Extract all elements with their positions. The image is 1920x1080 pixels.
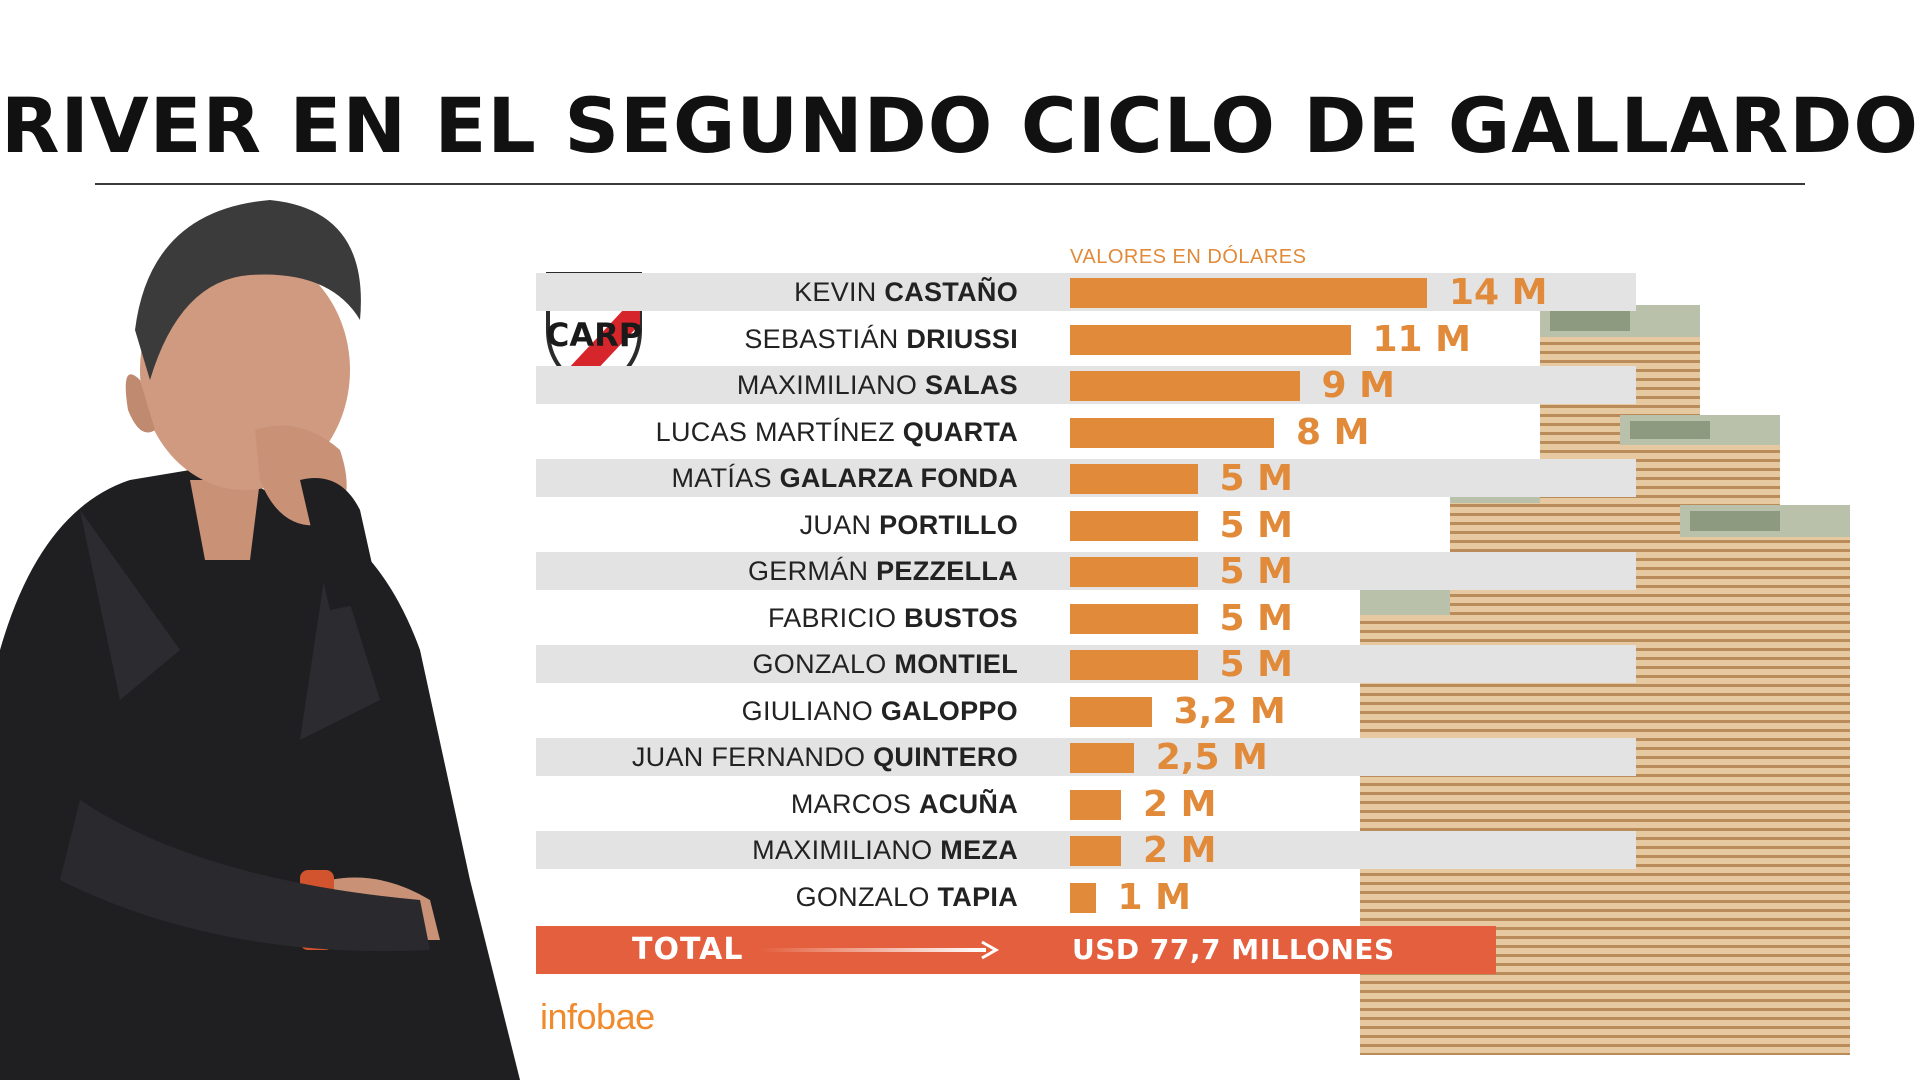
player-name: LUCAS MARTÍNEZ QUARTA: [536, 413, 1036, 451]
chart-row: LUCAS MARTÍNEZ QUARTA 8 M: [536, 411, 1636, 453]
total-bar: TOTAL USD 77,7 MILLONES: [536, 926, 1496, 974]
player-first-name: SEBASTIÁN: [744, 323, 907, 354]
value-bar: [1070, 464, 1198, 494]
chart-row: GONZALO MONTIEL 5 M: [536, 644, 1636, 685]
player-last-name: CASTAÑO: [884, 277, 1018, 307]
player-first-name: JUAN: [799, 509, 880, 540]
coach-portrait: [0, 200, 520, 1080]
title-divider: [95, 183, 1805, 185]
player-last-name: PORTILLO: [879, 509, 1018, 540]
value-bar: [1070, 510, 1198, 541]
player-last-name: BUSTOS: [904, 602, 1018, 633]
chart-row: JUAN FERNANDO QUINTERO 2,5 M: [536, 737, 1636, 778]
svg-text:CARP: CARP: [546, 316, 642, 354]
total-value: USD 77,7 MILLONES: [1072, 933, 1395, 966]
chart-row: FABRICIO BUSTOS 5 M: [536, 597, 1636, 639]
chart-title: RIVER EN EL SEGUNDO CICLO DE GALLARDO: [1, 81, 1919, 170]
player-last-name: ACUÑA: [919, 788, 1018, 819]
player-name: MAXIMILIANO SALAS: [536, 366, 1036, 404]
value-bar: [1070, 557, 1198, 587]
value-label: 5 M: [1219, 597, 1293, 639]
value-label: 2 M: [1143, 783, 1217, 825]
chart-row: GIULIANO GALOPPO 3,2 M: [536, 690, 1636, 732]
player-last-name: MONTIEL: [894, 649, 1018, 679]
player-name: SEBASTIÁN DRIUSSI: [536, 320, 1036, 358]
player-name: GONZALO MONTIEL: [536, 645, 1036, 683]
player-last-name: GALOPPO: [880, 695, 1018, 726]
value-label: 2 M: [1143, 830, 1217, 871]
player-name: GERMÁN PEZZELLA: [536, 552, 1036, 590]
player-name: FABRICIO BUSTOS: [536, 599, 1036, 637]
player-first-name: MATÍAS: [671, 463, 780, 493]
player-last-name: MEZA: [940, 835, 1018, 865]
value-bar: [1070, 882, 1096, 913]
total-label: TOTAL: [632, 932, 744, 967]
player-name: JUAN PORTILLO: [536, 506, 1036, 544]
chart-row: GONZALO TAPIA 1 M: [536, 876, 1636, 918]
player-first-name: FABRICIO: [767, 602, 905, 633]
chart-subtitle: VALORES EN DÓLARES: [1070, 246, 1307, 268]
value-bar: [1070, 743, 1134, 773]
value-bar: [1070, 324, 1351, 355]
player-last-name: PEZZELLA: [876, 556, 1018, 586]
chart-row: KEVIN CASTAÑO 14 M: [536, 272, 1636, 313]
player-first-name: MAXIMILIANO: [752, 835, 941, 865]
value-label: 2,5 M: [1155, 737, 1268, 778]
player-name: MAXIMILIANO MEZA: [536, 831, 1036, 869]
player-first-name: GERMÁN: [747, 556, 877, 586]
value-bar: [1070, 603, 1198, 634]
chart-row: MATÍAS GALARZA FONDA 5 M: [536, 458, 1636, 499]
value-label: 3,2 M: [1173, 690, 1286, 732]
player-name: MATÍAS GALARZA FONDA: [536, 459, 1036, 497]
player-name: GONZALO TAPIA: [536, 878, 1036, 916]
player-last-name: QUARTA: [902, 416, 1018, 447]
value-bar: [1070, 650, 1198, 680]
player-name: MARCOS ACUÑA: [536, 785, 1036, 823]
value-bar: [1070, 696, 1152, 727]
value-bar: [1070, 789, 1121, 820]
value-label: 5 M: [1219, 458, 1293, 499]
player-first-name: MAXIMILIANO: [736, 370, 925, 400]
player-first-name: KEVIN: [794, 277, 885, 307]
chart-row: MAXIMILIANO MEZA 2 M: [536, 830, 1636, 871]
value-bar: [1070, 417, 1274, 448]
player-last-name: TAPIA: [937, 881, 1018, 912]
money-stacks-icon: [1360, 305, 1850, 1055]
value-label: 11 M: [1372, 318, 1471, 360]
player-last-name: GALARZA FONDA: [779, 463, 1018, 493]
value-label: 8 M: [1296, 411, 1370, 453]
player-last-name: DRIUSSI: [906, 323, 1018, 354]
player-name: KEVIN CASTAÑO: [536, 273, 1036, 311]
value-label: 5 M: [1219, 551, 1293, 592]
value-label: 5 M: [1219, 644, 1293, 685]
player-name: JUAN FERNANDO QUINTERO: [536, 738, 1036, 776]
chart-row: MAXIMILIANO SALAS 9 M: [536, 365, 1636, 406]
player-last-name: QUINTERO: [873, 742, 1018, 772]
chart-row: MARCOS ACUÑA 2 M: [536, 783, 1636, 825]
value-label: 9 M: [1321, 365, 1395, 406]
chart-row: SEBASTIÁN DRIUSSI 11 M: [536, 318, 1636, 360]
chart-row: GERMÁN PEZZELLA 5 M: [536, 551, 1636, 592]
value-label: 1 M: [1117, 876, 1191, 918]
chart-row: JUAN PORTILLO 5 M: [536, 504, 1636, 546]
player-first-name: GONZALO: [752, 649, 895, 679]
value-bar: [1070, 836, 1121, 866]
value-bar: [1070, 371, 1300, 401]
value-label: 5 M: [1219, 504, 1293, 546]
brand-logo: infobae: [540, 996, 655, 1037]
player-first-name: JUAN FERNANDO: [631, 742, 874, 772]
arrow-right-icon: [760, 940, 1000, 960]
player-last-name: SALAS: [924, 370, 1018, 400]
value-label: 14 M: [1449, 272, 1548, 313]
player-first-name: GONZALO: [795, 881, 938, 912]
player-name: GIULIANO GALOPPO: [536, 692, 1036, 730]
player-first-name: LUCAS MARTÍNEZ: [655, 416, 903, 447]
player-first-name: MARCOS: [790, 788, 919, 819]
value-bar: [1070, 278, 1427, 308]
player-first-name: GIULIANO: [741, 695, 881, 726]
